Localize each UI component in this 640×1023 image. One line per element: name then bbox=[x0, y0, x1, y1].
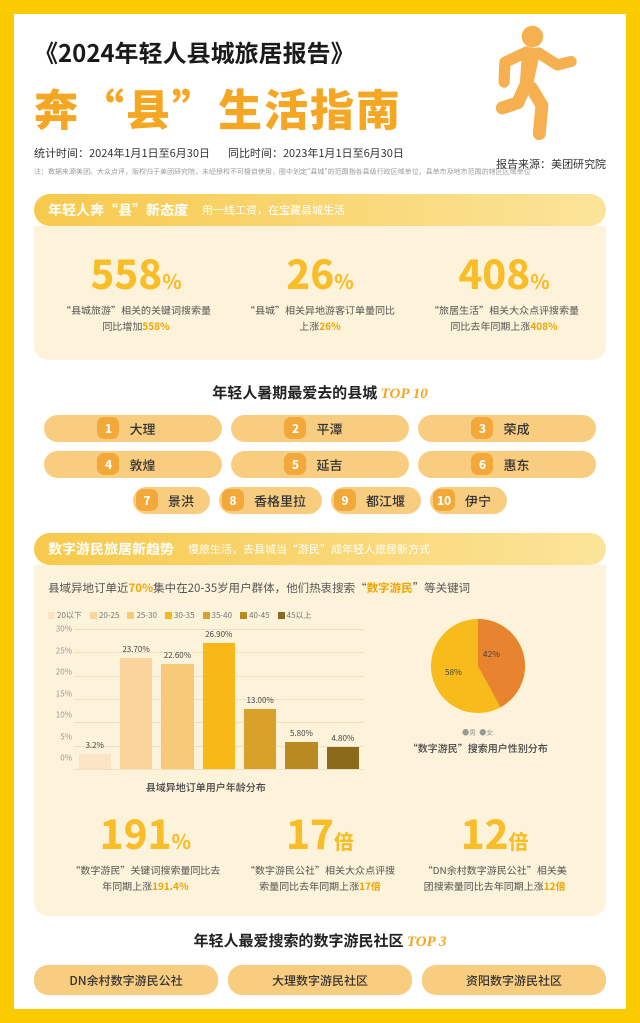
svg-text:42%: 42% bbox=[483, 648, 500, 660]
svg-text:58%: 58% bbox=[445, 666, 462, 678]
